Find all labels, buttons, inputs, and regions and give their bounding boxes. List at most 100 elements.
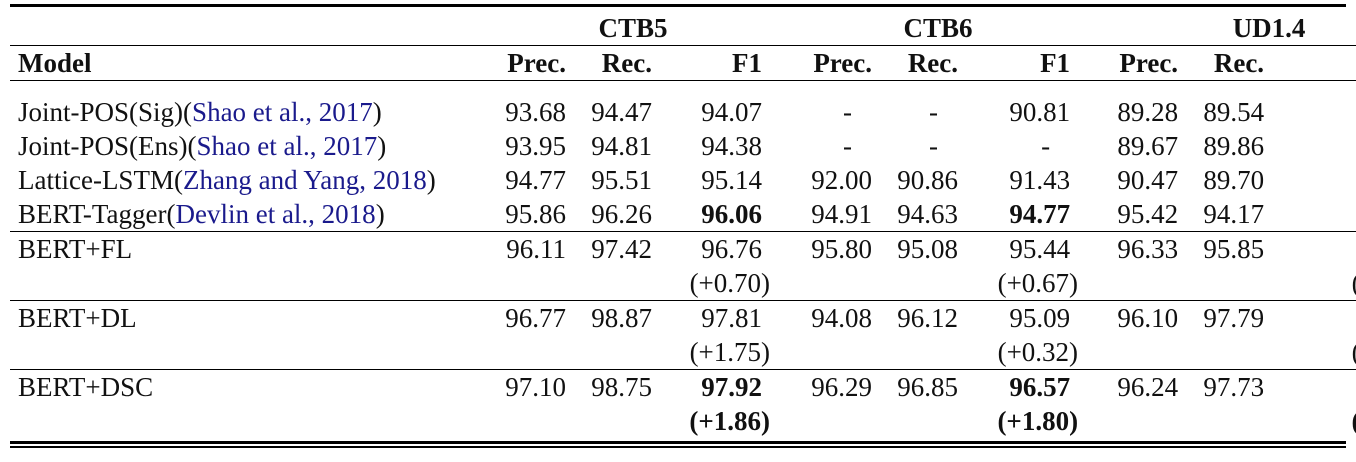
bottom-rule-double <box>10 446 1346 448</box>
value-cell: - <box>929 97 939 127</box>
delta-cell: (+2.02) <box>1274 266 1356 301</box>
column-header: Rec. <box>1186 45 1275 81</box>
table-row: Lattice-LSTM(Zhang and Yang, 2018) 94.77… <box>10 163 1356 197</box>
dataset-header: CTB6 <box>903 13 973 43</box>
pos-results-table: CTB5 CTB6 UD1.4 Model Prec. Rec. F1 Prec… <box>10 7 1356 438</box>
value-cell: 90.09 <box>1274 163 1356 197</box>
model-cell: Joint-POS(Ens)(Shao et al., 2017) <box>18 131 387 161</box>
value-cell: 91.43 <box>1009 165 1071 195</box>
citation-link[interactable]: Zhang and Yang, 2018 <box>182 165 427 195</box>
dataset-header-row: CTB5 CTB6 UD1.4 <box>10 7 1356 46</box>
value-cell: 98.75 <box>574 369 662 404</box>
value-cell: 94.47 <box>591 97 652 127</box>
column-header: Prec. <box>784 45 881 81</box>
value-cell: 89.75 <box>1274 129 1356 163</box>
value-cell: 89.41 <box>1274 95 1356 129</box>
table-row: Joint-POS(Sig)(Shao et al., 2017) 93.68 … <box>10 95 1356 129</box>
value-cell: 95.86 <box>505 199 566 229</box>
value-cell: 96.29 <box>784 369 881 404</box>
value-cell: 89.54 <box>1203 97 1265 127</box>
value-cell: 96.24 <box>1092 369 1187 404</box>
delta-row: (+1.86) (+1.80) (+2.19) <box>10 404 1356 438</box>
delta-cell: (+1.86) <box>689 406 771 436</box>
value-cell: 94.77 <box>1009 199 1071 229</box>
value-cell: 94.17 <box>1203 199 1265 229</box>
value-cell: 89.70 <box>1203 165 1265 195</box>
value-cell: - <box>929 131 939 161</box>
delta-cell: (+1.80) <box>997 406 1079 436</box>
table-row: BERT+DL 96.77 98.87 97.81 94.08 96.12 95… <box>10 300 1356 335</box>
value-cell: 94.91 <box>811 199 873 229</box>
value-cell: 94.77 <box>505 165 566 195</box>
value-cell: 96.57 <box>968 369 1093 404</box>
value-cell: - <box>843 97 853 127</box>
value-cell: 95.14 <box>701 165 763 195</box>
column-header: Rec. <box>880 45 969 81</box>
value-cell: 97.92 <box>662 369 785 404</box>
value-cell: 94.79 <box>1274 197 1356 232</box>
metric-header-row: Model Prec. Rec. F1 Prec. Rec. F1 Prec. … <box>10 45 1356 81</box>
value-cell: 96.26 <box>591 199 652 229</box>
value-cell: 97.81 <box>662 300 785 335</box>
value-cell: 96.76 <box>662 231 785 266</box>
value-cell: 94.38 <box>701 131 763 161</box>
column-header: Prec. <box>482 45 574 81</box>
delta-cell: (+2.19) <box>1274 404 1356 438</box>
column-header: Rec. <box>574 45 662 81</box>
value-cell: 90.86 <box>897 165 959 195</box>
value-cell: 97.73 <box>1186 369 1275 404</box>
value-cell: 96.06 <box>701 199 763 229</box>
delta-row: (+0.70) (+0.67) (+2.02) <box>10 266 1356 301</box>
value-cell: - <box>1041 131 1051 161</box>
value-cell: 96.98 <box>1274 369 1356 404</box>
citation-link[interactable]: Shao et al., 2017 <box>192 97 373 127</box>
value-cell: 92.00 <box>811 165 873 195</box>
table-row: BERT+DSC 97.10 98.75 97.92 96.29 96.85 9… <box>10 369 1356 404</box>
citation-link[interactable]: Shao et al., 2017 <box>196 131 378 161</box>
value-cell: 96.85 <box>880 369 969 404</box>
results-table-container: CTB5 CTB6 UD1.4 Model Prec. Rec. F1 Prec… <box>10 4 1356 448</box>
model-cell: Lattice-LSTM(Zhang and Yang, 2018) <box>18 165 436 195</box>
delta-cell: (+0.70) <box>689 268 771 298</box>
table-row: BERT-Tagger(Devlin et al., 2018) 95.86 9… <box>10 197 1356 232</box>
table-row: Joint-POS(Ens)(Shao et al., 2017) 93.95 … <box>10 129 1356 163</box>
value-cell: 95.08 <box>880 231 969 266</box>
model-column-header: Model <box>10 45 482 81</box>
value-cell: 89.67 <box>1117 131 1179 161</box>
citation-link[interactable]: Devlin et al., 2018 <box>175 199 376 229</box>
value-cell: 96.94 <box>1274 300 1356 335</box>
column-header: Prec. <box>1092 45 1187 81</box>
delta-cell: (+1.75) <box>689 337 771 367</box>
dataset-header: CTB5 <box>598 13 668 43</box>
value-cell: 95.44 <box>968 231 1093 266</box>
dataset-header: UD1.4 <box>1232 13 1306 43</box>
value-cell: 97.42 <box>574 231 662 266</box>
value-cell: 96.81 <box>1274 231 1356 266</box>
value-cell: 90.81 <box>1009 97 1071 127</box>
value-cell: 96.12 <box>880 300 969 335</box>
delta-cell: (+0.67) <box>997 268 1079 298</box>
value-cell: 95.85 <box>1186 231 1275 266</box>
value-cell: 94.08 <box>784 300 881 335</box>
value-cell: 95.42 <box>1117 199 1179 229</box>
value-cell: 94.63 <box>897 199 959 229</box>
value-cell: 89.86 <box>1203 131 1265 161</box>
value-cell: 96.11 <box>482 231 574 266</box>
delta-cell: (+0.32) <box>997 337 1079 367</box>
model-cell: BERT+DSC <box>10 369 482 404</box>
value-cell: 94.07 <box>701 97 763 127</box>
value-cell: 96.10 <box>1092 300 1187 335</box>
column-header: F1 <box>662 45 785 81</box>
value-cell: 95.09 <box>968 300 1093 335</box>
value-cell: 90.47 <box>1117 165 1179 195</box>
value-cell: 97.10 <box>482 369 574 404</box>
column-header: F1 <box>968 45 1093 81</box>
table-row: BERT+FL 96.11 97.42 96.76 95.80 95.08 95… <box>10 231 1356 266</box>
value-cell: 94.81 <box>591 131 652 161</box>
model-cell: BERT+DL <box>10 300 482 335</box>
header-gap <box>10 80 1356 95</box>
value-cell: 93.68 <box>505 97 566 127</box>
delta-row: (+1.75) (+0.32) (+2.15) <box>10 335 1356 370</box>
value-cell: 95.51 <box>591 165 652 195</box>
column-header: F1 <box>1274 45 1356 81</box>
